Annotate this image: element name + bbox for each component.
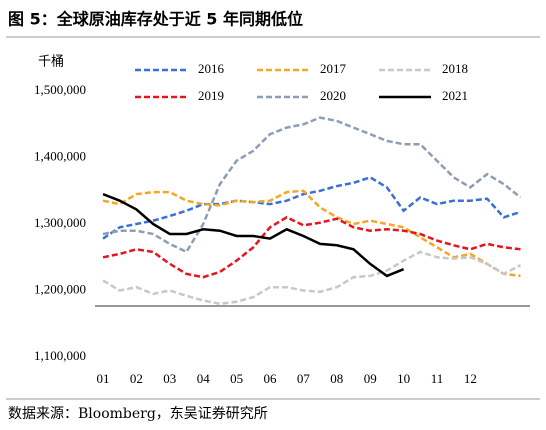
x-tick-label: 08 [330,371,343,386]
series-line [102,116,522,254]
source: 数据来源：Bloomberg，东吴证券研究所 [8,406,268,422]
y-tick-label: 1,500,000 [34,82,86,97]
legend-label: 2020 [320,88,346,103]
x-tick-label: 01 [97,371,110,386]
series-line [102,189,521,278]
series-line [102,176,521,240]
y-tick-label: 1,300,000 [34,215,86,230]
legend-label: 2018 [442,61,468,76]
x-tick-label: 03 [163,371,176,386]
legend-label: 2021 [442,88,468,103]
series-line [102,250,522,306]
series-line [102,192,405,278]
x-tick-label: 04 [197,371,211,386]
legend-label: 2017 [320,61,347,76]
x-tick-label: 10 [397,371,410,386]
x-tick-label: 12 [464,371,477,386]
x-tick-label: 05 [230,371,243,386]
x-tick-label: 09 [364,371,377,386]
legend-label: 2019 [198,88,224,103]
y-axis-label: 千桶 [38,55,64,70]
y-tick-label: 1,200,000 [34,281,86,296]
legend-label: 2016 [198,61,225,76]
x-tick-label: 02 [130,371,143,386]
x-tick-label: 07 [297,371,311,386]
series-line [102,215,521,279]
y-tick-label: 1,100,000 [34,348,86,363]
x-tick-label: 06 [264,371,278,386]
chart-title: 图 5：全球原油库存处于近 5 年同期低位 [8,10,303,29]
x-tick-label: 11 [431,371,444,386]
y-tick-label: 1,400,000 [34,148,86,163]
